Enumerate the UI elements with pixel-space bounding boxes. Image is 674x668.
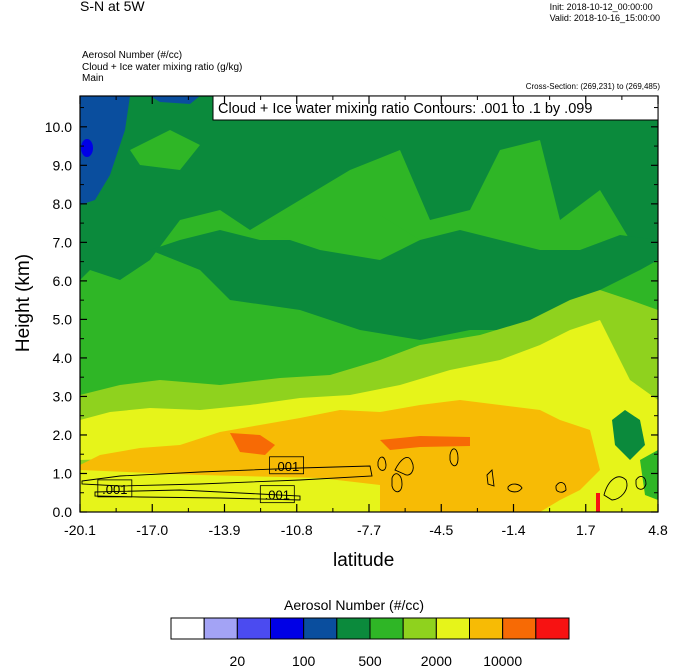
contour-long-2: [94, 489, 301, 501]
colorbar-swatch: [203, 617, 238, 640]
plot-main-title: S-N at 5W: [80, 0, 145, 14]
x-tick-label: -13.9: [209, 522, 241, 538]
x-axis-label: latitude: [333, 550, 395, 571]
x-tick-label: -10.8: [281, 522, 313, 538]
contour-label-box: [269, 456, 304, 475]
band-dark-green-right: [612, 410, 645, 460]
init-time: Init: 2018-10-12_00:00:00: [549, 2, 653, 12]
band-dark-red-orange: [230, 433, 275, 455]
contour-loop-4: [507, 483, 523, 493]
colorbar-swatch: [336, 617, 371, 640]
contour-loop-6: [603, 476, 628, 501]
contour-label-box: [259, 485, 295, 504]
band-green-patch-2: [260, 200, 420, 260]
colorbar-label: 20: [230, 653, 246, 668]
y-tick-label: 10.0: [45, 119, 72, 135]
y-tick-label: 2.0: [53, 427, 73, 443]
colorbar-swatch: [270, 617, 305, 640]
band-dark-green-mid: [150, 230, 658, 340]
y-axis-label: Height (km): [13, 253, 34, 353]
y-tick-label: 8.0: [53, 196, 73, 212]
y-tick-label: 3.0: [53, 388, 73, 404]
colorbar-swatch: [303, 617, 338, 640]
contour-labels: .001 .001 .001: [97, 456, 304, 504]
colorbar-label: 100: [292, 653, 316, 668]
contour-loop-7: [635, 476, 647, 490]
colorbar-swatch: [170, 617, 205, 640]
contour-title-box: [212, 95, 659, 121]
colorbar-label: 10000: [483, 653, 522, 668]
band-dark-red-orange-2: [380, 436, 470, 450]
colorbar-swatch: [469, 617, 504, 640]
contour-loop-2: [377, 456, 387, 471]
colorbar-swatch: [402, 617, 437, 640]
x-tick-label: 1.7: [576, 522, 596, 538]
band-red-spot: [596, 493, 600, 512]
y-tick-label: 7.0: [53, 234, 73, 250]
y-tick-label: 9.0: [53, 157, 73, 173]
x-tick-label: -1.4: [501, 522, 525, 538]
field-annotation-main: Main: [82, 73, 104, 84]
contour-label: .001: [269, 456, 304, 475]
contour-label-text: .001: [274, 459, 299, 474]
contour-loop-1: [394, 457, 414, 476]
x-tick-label: -7.7: [357, 522, 381, 538]
x-tick-label: -4.5: [429, 522, 453, 538]
y-tick-label: 4.0: [53, 350, 73, 366]
y-axis: 0.0 1.0 2.0 3.0 4.0 5.0 6.0 7.0 8.0 9.0 10.0: [45, 107, 658, 520]
x-tick-label: -17.0: [136, 522, 168, 538]
y-tick-label: 1.0: [53, 465, 73, 481]
contour-long-1: [81, 465, 373, 487]
field-annotation-aerosol: Aerosol Number (#/cc): [82, 50, 183, 61]
contour-label-box: [97, 479, 133, 498]
band-green-patch: [130, 130, 200, 170]
field-annotation-cloud: Cloud + Ice water mixing ratio (g/kg): [82, 62, 243, 73]
colorbar-swatch: [236, 617, 271, 640]
cross-section-label: Cross-Section: (269,231) to (269,485): [525, 82, 660, 91]
band-yellow-lower: [80, 470, 380, 512]
band-blue-corner: [80, 96, 130, 205]
contour-loop-3: [449, 448, 459, 467]
y-tick-label: 5.0: [53, 311, 73, 327]
valid-time: Valid: 2018-10-16_15:00:00: [549, 13, 660, 23]
contour-loop-9: [486, 469, 495, 487]
x-axis: -20.1 -17.0 -13.9 -10.8 -7.7 -4.5 -1.4 1.7 4.8: [64, 96, 668, 538]
colorbar-swatch: [369, 617, 404, 640]
contour-loop-8: [391, 473, 403, 493]
colorbar: 20 100 500 2000 10000: [170, 617, 570, 668]
x-tick-label: 4.8: [648, 522, 668, 538]
contour-loop-5: [555, 482, 567, 493]
colorbar-label: 2000: [421, 653, 452, 668]
contour-label-text: .001: [102, 482, 127, 497]
contour-lines: [81, 448, 647, 501]
init-valid-times: Init: 2018-10-12_00:00:00 Valid: 2018-10…: [550, 2, 660, 24]
contour-label: .001: [97, 479, 133, 498]
colorbar-title: Aerosol Number (#/cc): [284, 597, 425, 613]
y-tick-label: 6.0: [53, 273, 73, 289]
band-deep-blue-spot: [81, 139, 93, 157]
chart-title: Cloud + Ice water mixing ratio Contours:…: [218, 101, 592, 117]
colorbar-swatch: [535, 617, 570, 640]
contour-label: .001: [259, 485, 295, 504]
colorbar-label: 500: [358, 653, 382, 668]
colorbar-swatch: [502, 617, 537, 640]
band-blue-top: [150, 96, 200, 104]
contour-label-text: .001: [265, 488, 290, 503]
heatmap-field: [80, 96, 658, 512]
colorbar-swatch: [435, 617, 471, 640]
x-tick-label: -20.1: [64, 522, 96, 538]
band-dark-green-upper: [80, 96, 658, 280]
y-tick-label: 0.0: [53, 504, 73, 520]
